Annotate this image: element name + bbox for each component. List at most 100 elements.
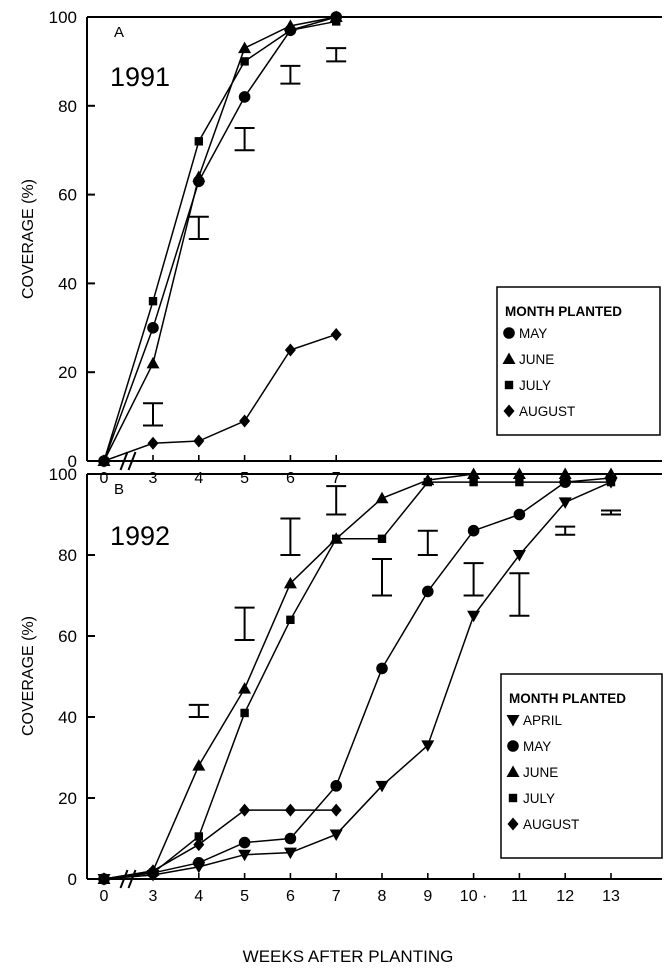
series-line <box>103 809 337 880</box>
data-point <box>286 615 295 624</box>
data-point <box>239 803 251 817</box>
data-point <box>148 296 158 306</box>
series-line <box>103 477 612 880</box>
x-tick-label: 3 <box>149 470 158 487</box>
error-bar <box>463 562 484 597</box>
data-point <box>606 477 616 487</box>
legend-entry: MAY <box>519 326 547 341</box>
data-point <box>515 477 524 487</box>
legend-marker <box>502 352 516 364</box>
x-tick-label: 13 <box>602 888 620 905</box>
y-tick-label: 0 <box>68 452 77 471</box>
legend-entry: JULY <box>523 791 555 806</box>
data-point <box>238 41 252 54</box>
data-point <box>193 434 205 448</box>
data-point <box>283 576 297 589</box>
x-tick-label: 4 <box>194 470 203 487</box>
error-bar <box>555 525 576 536</box>
y-tick-label: 60 <box>58 186 77 205</box>
series-august <box>98 803 342 886</box>
x-tick-label: 10 · <box>460 888 488 905</box>
y-tick-label: 80 <box>58 546 77 565</box>
legend-title: MONTH PLANTED <box>509 691 626 706</box>
data-point <box>512 467 526 479</box>
data-point <box>147 436 159 450</box>
data-point <box>240 57 249 66</box>
data-point <box>194 137 203 146</box>
data-point <box>375 491 389 504</box>
data-point <box>329 829 343 841</box>
data-point <box>146 356 160 369</box>
x-tick-label: 6 <box>286 470 295 487</box>
data-point <box>423 477 432 487</box>
data-point <box>377 534 387 543</box>
error-bar <box>143 402 163 427</box>
data-point <box>284 832 297 845</box>
data-point <box>98 454 110 468</box>
legend-title: MONTH PLANTED <box>505 304 622 319</box>
x-tick-label: 0 <box>100 470 109 487</box>
series-line <box>103 481 611 880</box>
legend-marker <box>503 327 515 339</box>
axis-break-mark <box>119 869 137 889</box>
data-point <box>376 662 388 675</box>
x-tick-label: 7 <box>332 470 341 487</box>
y-tick-label: 80 <box>58 97 77 116</box>
data-point <box>284 803 296 817</box>
legend-entry: APRIL <box>523 713 563 728</box>
legend-entry: JUNE <box>519 352 554 367</box>
x-tick-label: 4 <box>194 888 203 905</box>
data-point <box>238 836 251 849</box>
error-bar <box>326 485 347 516</box>
x-tick-label: 5 <box>240 470 249 487</box>
x-tick-label: 12 <box>556 888 574 905</box>
y-tick-label: 20 <box>58 363 77 382</box>
data-point <box>421 740 435 752</box>
data-point <box>283 847 297 860</box>
error-bar <box>280 517 301 556</box>
data-point <box>192 759 206 771</box>
series-line <box>103 16 337 462</box>
series-august <box>98 327 342 468</box>
error-bar <box>601 509 621 516</box>
data-point <box>558 497 572 509</box>
legend-entry: AUGUST <box>523 817 579 832</box>
y-tick-label: 100 <box>49 8 77 27</box>
legend-entry: JUNE <box>523 765 558 780</box>
legend: MONTH PLANTED MAY JUNE JULY AUGUST <box>496 286 661 436</box>
data-point <box>422 585 434 598</box>
data-point <box>375 780 389 793</box>
data-point <box>469 477 478 487</box>
y-tick-label: 0 <box>68 870 77 889</box>
data-point <box>330 803 342 817</box>
legend-box <box>496 286 661 436</box>
data-point <box>147 322 159 334</box>
error-bar <box>326 47 347 63</box>
data-point <box>332 17 341 26</box>
data-point <box>330 327 342 341</box>
x-axis-title: WEEKS AFTER PLANTING <box>243 947 454 966</box>
x-tick-label: 8 <box>378 888 387 905</box>
y-tick-label: 100 <box>49 465 77 484</box>
data-point <box>193 857 205 869</box>
series-line <box>103 473 611 880</box>
panel-year: 1992 <box>110 521 170 551</box>
legend-marker <box>506 765 520 777</box>
data-point <box>604 467 618 479</box>
error-bar <box>372 558 392 597</box>
series-line <box>103 481 612 880</box>
legend: MONTH PLANTED APRIL MAY JUNE JULY AUGUST <box>500 673 663 859</box>
data-point <box>238 849 252 862</box>
data-point <box>467 610 481 623</box>
data-point <box>193 838 205 852</box>
legend-box <box>500 673 663 859</box>
data-point <box>558 467 572 479</box>
data-point <box>192 170 206 182</box>
y-axis-title: COVERAGE (%) <box>20 179 37 299</box>
x-tick-label: 9 <box>423 888 432 905</box>
data-point <box>512 550 526 562</box>
x-tick-label: 11 <box>511 888 528 905</box>
error-bar <box>234 127 255 152</box>
